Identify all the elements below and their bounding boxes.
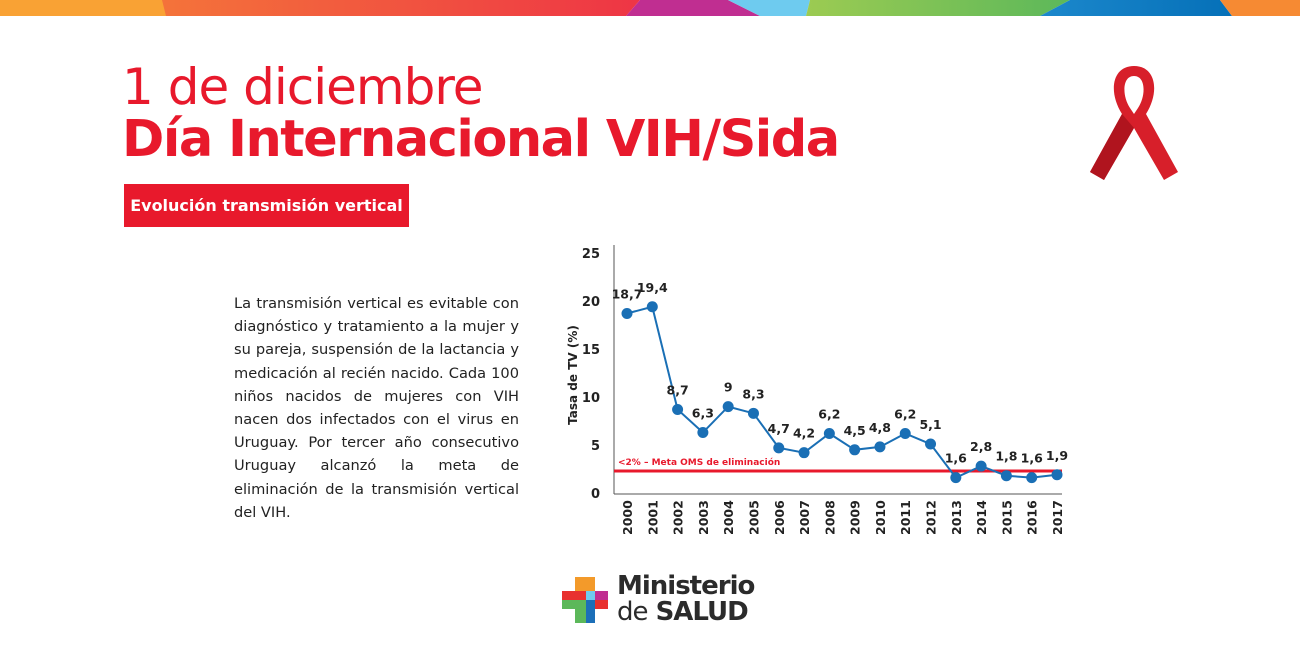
data-label: 1,6 xyxy=(1021,451,1043,466)
data-point xyxy=(849,444,861,456)
x-tick-label: 2011 xyxy=(898,500,913,535)
series-line xyxy=(626,305,1058,479)
data-point xyxy=(1000,470,1012,482)
x-tick-label: 2013 xyxy=(949,500,964,535)
x-tick-label: 2007 xyxy=(797,500,812,535)
x-tick-label: 2010 xyxy=(873,500,888,535)
page-title: Día Internacional VIH/Sida xyxy=(122,110,840,169)
data-label: 6,2 xyxy=(894,406,916,421)
data-point xyxy=(646,301,658,313)
logo-line2a: de xyxy=(617,597,648,627)
color-strip xyxy=(0,0,1300,16)
data-label: 6,3 xyxy=(692,406,714,421)
y-tick-label: 0 xyxy=(591,487,600,502)
y-tick-label: 20 xyxy=(582,295,600,310)
x-tick-label: 2000 xyxy=(620,500,635,535)
data-point xyxy=(1051,469,1063,481)
data-point xyxy=(950,472,962,484)
x-tick-label: 2002 xyxy=(671,500,686,535)
logo-line1: Ministerio xyxy=(617,571,755,601)
x-tick-label: 2003 xyxy=(696,500,711,535)
data-point xyxy=(798,447,810,459)
data-label: 1,6 xyxy=(945,451,967,466)
ministerio-logo-text: Ministerio de SALUD xyxy=(617,571,755,627)
y-tick-label: 10 xyxy=(582,391,600,406)
x-tick-label: 2006 xyxy=(772,500,787,535)
x-tick-label: 2009 xyxy=(848,500,863,535)
data-point xyxy=(672,403,684,415)
logo-line2b: SALUD xyxy=(655,597,749,627)
y-tick-label: 5 xyxy=(591,439,600,454)
data-label: 1,9 xyxy=(1046,448,1068,463)
data-point xyxy=(621,307,633,319)
data-label: 8,3 xyxy=(742,386,764,401)
x-tick-label: 2017 xyxy=(1050,500,1065,535)
red-ribbon-icon xyxy=(1090,66,1178,180)
data-point xyxy=(899,427,911,439)
data-label: 4,5 xyxy=(844,423,866,438)
data-point xyxy=(697,427,709,439)
x-tick-label: 2001 xyxy=(645,500,660,535)
x-tick-label: 2004 xyxy=(721,500,736,535)
data-label: 6,2 xyxy=(818,406,840,421)
date-title: 1 de diciembre xyxy=(122,58,484,116)
x-tick-label: 2005 xyxy=(746,500,761,535)
section-badge: Evolución transmisión vertical xyxy=(124,184,409,227)
ministerio-cross-logo-icon xyxy=(562,577,608,623)
data-label: 4,2 xyxy=(793,426,815,441)
data-point xyxy=(722,401,734,413)
y-tick-label: 15 xyxy=(582,343,600,358)
x-tick-label: 2016 xyxy=(1025,500,1040,535)
data-label: 19,4 xyxy=(637,280,668,295)
y-axis-label: Tasa de TV (%) xyxy=(566,325,580,425)
data-label: 4,7 xyxy=(768,421,790,436)
data-label: 1,8 xyxy=(995,449,1017,464)
data-point xyxy=(975,460,987,472)
data-point xyxy=(823,427,835,439)
x-tick-label: 2015 xyxy=(999,500,1014,535)
data-point xyxy=(925,438,937,450)
body-text: La transmisión vertical es evitable con … xyxy=(234,295,519,521)
data-label: 2,8 xyxy=(970,439,992,454)
x-tick-label: 2014 xyxy=(974,500,989,535)
x-tick-label: 2012 xyxy=(924,500,939,535)
x-tick-label: 2008 xyxy=(822,500,837,535)
data-label: 18,7 xyxy=(612,286,643,301)
data-label: 4,8 xyxy=(869,420,891,435)
data-point xyxy=(1026,472,1038,484)
data-point xyxy=(747,407,759,419)
reference-line-label: <2% – Meta OMS de eliminación xyxy=(618,457,780,468)
data-point xyxy=(773,442,785,454)
data-label: 8,7 xyxy=(667,382,689,397)
y-tick-label: 25 xyxy=(582,247,600,262)
data-label: 5,1 xyxy=(919,417,941,432)
data-point xyxy=(874,441,886,453)
data-label: 9 xyxy=(724,380,733,395)
